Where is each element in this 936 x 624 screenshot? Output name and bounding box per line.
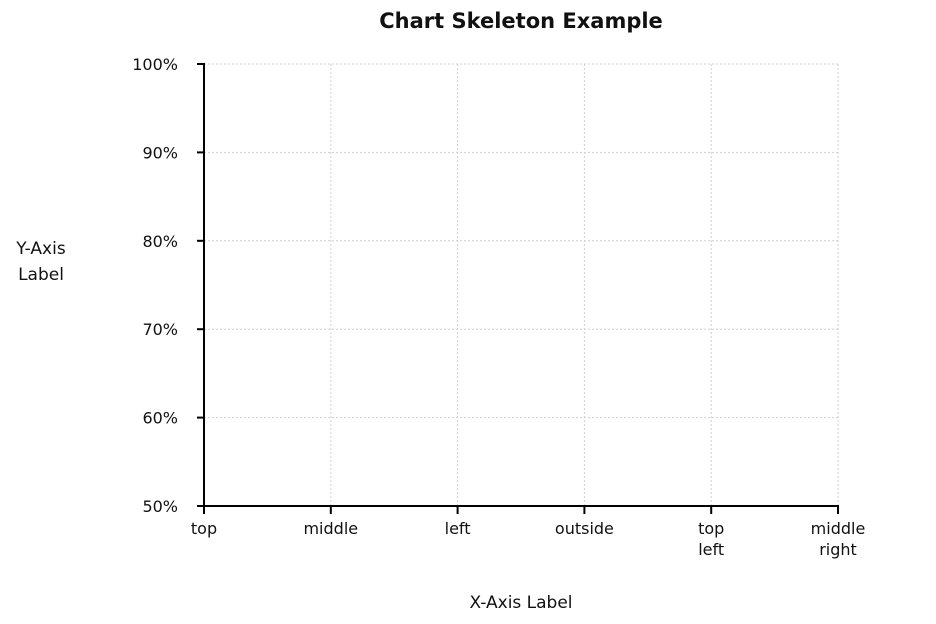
y-axis-label-text: Y-Axis Label <box>15 239 66 285</box>
x-tick-label-line: middle <box>811 519 866 538</box>
x-tick-label-line: outside <box>555 519 614 538</box>
x-tick-label: top left <box>698 519 724 559</box>
y-axis-label: Y-Axis Label <box>15 239 66 285</box>
y-tick-label: 50% <box>142 497 178 516</box>
x-tick-label-line: top <box>191 519 217 538</box>
x-tick-label-line: top <box>698 519 724 538</box>
grid <box>204 63 839 506</box>
y-tick-label: 80% <box>142 232 178 251</box>
x-tick-label: outside <box>555 519 614 538</box>
y-axis-ticks: 50% 60% 70% 80% 90% 100% <box>132 55 204 516</box>
x-tick-label: top <box>191 519 217 538</box>
x-tick-label: left <box>445 519 471 538</box>
x-tick-label-line: left <box>698 540 724 559</box>
x-tick-label: middle right <box>811 519 866 559</box>
x-tick-label: middle <box>303 519 358 538</box>
y-axis-label-line: Label <box>18 265 64 285</box>
axes <box>203 63 839 507</box>
chart-title: Chart Skeleton Example <box>379 9 663 33</box>
x-axis-label-text: X-Axis Label <box>469 593 572 613</box>
x-tick-label-line: middle <box>303 519 358 538</box>
y-tick-label: 60% <box>142 409 178 428</box>
y-tick-label: 90% <box>142 143 178 162</box>
y-tick-label: 100% <box>132 55 178 74</box>
y-axis-label-line: Y-Axis <box>15 239 66 259</box>
x-axis-label-line: X-Axis Label <box>469 593 572 613</box>
x-axis-ticks: top middle left outside top left middle right <box>191 506 865 559</box>
x-tick-label-line: right <box>819 540 857 559</box>
y-tick-label: 70% <box>142 320 178 339</box>
x-axis-label: X-Axis Label <box>469 593 572 613</box>
x-tick-label-line: left <box>445 519 471 538</box>
